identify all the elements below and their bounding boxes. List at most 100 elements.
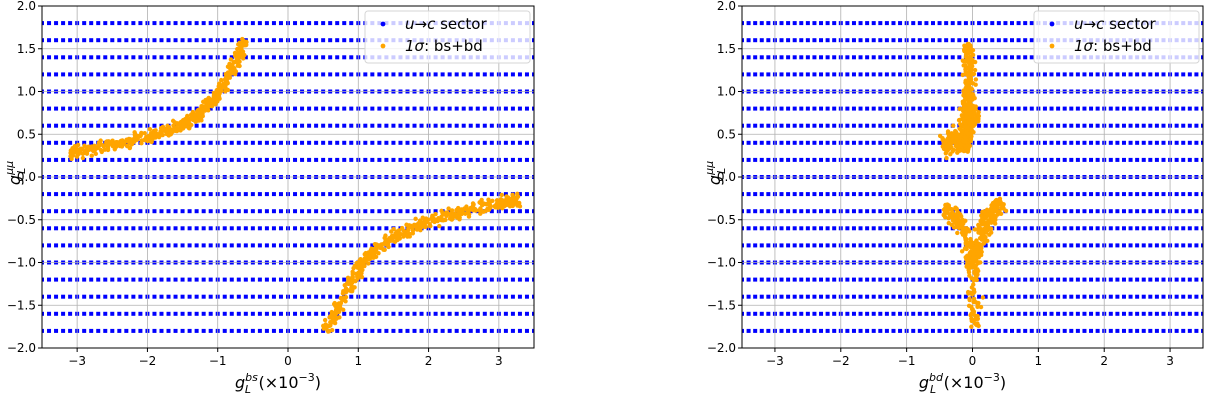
point-u-to-c	[911, 243, 916, 248]
point-u-to-c	[328, 123, 333, 128]
point-u-to-c	[884, 21, 889, 26]
point-1sigma	[957, 106, 962, 112]
point-u-to-c	[878, 328, 883, 333]
point-u-to-c	[1023, 243, 1028, 248]
point-1sigma	[980, 295, 986, 300]
point-1sigma	[432, 219, 437, 225]
point-u-to-c	[250, 294, 255, 299]
point-u-to-c	[996, 192, 1001, 197]
point-u-to-c	[1121, 106, 1126, 111]
point-u-to-c	[300, 123, 305, 128]
point-u-to-c	[264, 192, 269, 197]
point-u-to-c	[293, 123, 298, 128]
point-u-to-c	[1016, 328, 1021, 333]
point-u-to-c	[937, 21, 942, 26]
point-1sigma	[961, 117, 966, 122]
point-u-to-c	[832, 192, 837, 197]
point-u-to-c	[1075, 243, 1080, 248]
point-u-to-c	[117, 226, 122, 231]
point-u-to-c	[845, 106, 850, 111]
point-u-to-c	[47, 209, 52, 214]
point-u-to-c	[891, 294, 896, 299]
point-u-to-c	[377, 311, 382, 316]
y-tick-label: −1.0	[707, 256, 736, 270]
point-u-to-c	[977, 311, 982, 316]
point-u-to-c	[898, 72, 903, 77]
point-1sigma	[93, 146, 98, 152]
point-u-to-c	[405, 209, 410, 214]
point-u-to-c	[1201, 294, 1203, 299]
point-u-to-c	[911, 294, 916, 299]
point-u-to-c	[124, 157, 129, 162]
point-u-to-c	[930, 38, 935, 43]
point-u-to-c	[1194, 140, 1199, 145]
point-u-to-c	[201, 226, 206, 231]
point-u-to-c	[1089, 226, 1094, 231]
point-u-to-c	[61, 123, 66, 128]
point-1sigma	[975, 252, 981, 257]
point-u-to-c	[1201, 226, 1203, 231]
point-u-to-c	[405, 311, 410, 316]
point-u-to-c	[1121, 123, 1126, 128]
point-u-to-c	[1056, 140, 1061, 145]
point-u-to-c	[924, 311, 929, 316]
point-u-to-c	[911, 209, 916, 214]
point-u-to-c	[1181, 243, 1186, 248]
point-1sigma	[139, 141, 144, 146]
point-u-to-c	[419, 209, 424, 214]
point-u-to-c	[786, 226, 791, 231]
point-u-to-c	[517, 226, 522, 231]
point-u-to-c	[370, 311, 375, 316]
point-u-to-c	[194, 294, 199, 299]
point-u-to-c	[851, 21, 856, 26]
legend-marker	[380, 43, 386, 49]
point-u-to-c	[173, 140, 178, 145]
point-u-to-c	[405, 243, 410, 248]
point-u-to-c	[61, 157, 66, 162]
point-1sigma	[232, 50, 238, 56]
point-u-to-c	[82, 140, 87, 145]
point-u-to-c	[54, 140, 59, 145]
point-u-to-c	[812, 226, 817, 231]
point-u-to-c	[825, 38, 830, 43]
point-u-to-c	[1010, 328, 1015, 333]
point-u-to-c	[61, 21, 66, 26]
point-u-to-c	[753, 106, 758, 111]
point-u-to-c	[898, 106, 903, 111]
point-u-to-c	[1121, 277, 1126, 282]
point-u-to-c	[812, 311, 817, 316]
point-u-to-c	[89, 294, 94, 299]
point-u-to-c	[1108, 243, 1113, 248]
point-u-to-c	[1181, 277, 1186, 282]
point-1sigma	[189, 115, 195, 121]
point-u-to-c	[61, 38, 66, 43]
point-u-to-c	[419, 328, 424, 333]
point-1sigma	[967, 297, 972, 303]
series-1sigma-bs-bd	[937, 41, 1009, 329]
point-u-to-c	[1128, 123, 1133, 128]
point-u-to-c	[1108, 123, 1113, 128]
point-u-to-c	[468, 157, 473, 162]
point-u-to-c	[930, 226, 935, 231]
point-u-to-c	[257, 209, 262, 214]
point-u-to-c	[1154, 106, 1159, 111]
point-u-to-c	[950, 192, 955, 197]
point-u-to-c	[832, 106, 837, 111]
point-u-to-c	[243, 277, 248, 282]
point-u-to-c	[405, 123, 410, 128]
point-u-to-c	[1161, 72, 1166, 77]
point-1sigma	[970, 241, 975, 246]
point-u-to-c	[1023, 123, 1028, 128]
point-u-to-c	[871, 72, 876, 77]
point-u-to-c	[977, 209, 982, 214]
point-u-to-c	[858, 294, 863, 299]
point-u-to-c	[917, 243, 922, 248]
point-u-to-c	[236, 277, 241, 282]
point-u-to-c	[54, 294, 59, 299]
point-u-to-c	[1010, 72, 1015, 77]
point-1sigma	[473, 208, 479, 213]
point-u-to-c	[222, 192, 227, 197]
point-u-to-c	[166, 328, 171, 333]
point-u-to-c	[1174, 294, 1179, 299]
point-u-to-c	[779, 123, 784, 128]
